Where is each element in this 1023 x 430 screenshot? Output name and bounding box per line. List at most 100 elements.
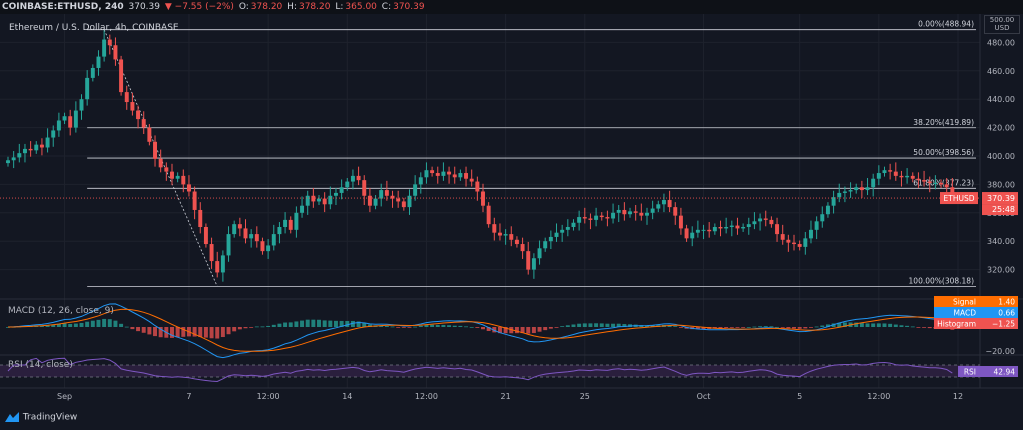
fib-label-2: 50.00%(398.56): [913, 148, 974, 157]
candle-body: [882, 170, 887, 174]
macd-tag-value-0: 1.40: [998, 298, 1015, 307]
macd-histogram-bar: [565, 325, 570, 327]
candle-body: [328, 195, 333, 205]
macd-histogram-bar: [136, 327, 141, 332]
macd-histogram-bar: [814, 326, 819, 328]
macd-histogram-bar: [780, 327, 785, 328]
symbol-name[interactable]: COINBASE:ETHUSD, 240: [2, 2, 124, 12]
fib-label-3: 61.80%(377.23): [913, 178, 974, 187]
candle-body: [220, 255, 225, 273]
candle-body: [390, 195, 395, 199]
candle-body: [792, 242, 796, 245]
macd-histogram-bar: [435, 324, 440, 327]
candle-body: [452, 174, 457, 178]
macd-histogram-bar: [192, 327, 197, 337]
candle-body: [769, 219, 774, 225]
candle-body: [147, 127, 152, 142]
macd-histogram-bar: [701, 327, 706, 330]
candle-body: [661, 200, 666, 205]
candle-body: [763, 218, 768, 220]
macd-histogram-bar: [102, 318, 107, 327]
candle-body: [413, 184, 418, 196]
rsi-tag-label: RSI: [964, 368, 976, 377]
macd-pane: −20.00 Signal 1.40 MACD 0.66 Histogram −1.25: [6, 296, 1018, 359]
macd-histogram-bar: [842, 322, 847, 327]
currency-label: USD: [994, 24, 1010, 32]
candle-body: [317, 198, 321, 202]
fib-label-4: 100.00%(308.18): [909, 276, 975, 285]
candle-body: [526, 251, 531, 270]
macd-histogram-bar: [650, 325, 655, 327]
macd-histogram-bar: [300, 320, 305, 327]
macd-histogram-bar: [854, 322, 859, 327]
candle-body: [633, 211, 638, 213]
time-tick-label-5: 21: [501, 392, 511, 401]
fibonacci-retracement: 0.00%(488.94) 38.20%(419.89) 50.00%(398.56…: [87, 20, 976, 287]
open-label: O:: [238, 2, 249, 12]
macd-histogram-bar: [786, 327, 791, 329]
candle-body: [119, 59, 124, 93]
candle-body: [876, 173, 881, 179]
macd-histogram-bar: [51, 324, 56, 327]
macd-histogram-bar: [588, 323, 593, 327]
macd-histogram-bar: [481, 327, 485, 330]
tradingview-logo[interactable]: TradingView: [4, 411, 77, 423]
candle-body: [871, 178, 876, 188]
candle-body: [226, 234, 231, 256]
currency-badge[interactable]: 500.00 USD: [984, 15, 1020, 34]
price-tag-value: 370.39: [987, 194, 1015, 203]
macd-histogram-bar: [345, 320, 350, 327]
candle-body: [899, 175, 904, 178]
candle-body: [893, 171, 898, 176]
candle-body: [124, 92, 129, 103]
candle-body: [356, 175, 361, 181]
candle-body: [28, 148, 33, 151]
candle-body: [435, 173, 440, 176]
macd-histogram-bar: [45, 325, 50, 327]
candle-body: [39, 144, 44, 148]
candle-body: [503, 234, 508, 236]
time-tick-label-6: 25: [580, 392, 590, 401]
macd-line: [7, 303, 953, 359]
candle-body: [543, 241, 548, 249]
macd-histogram-bar: [339, 320, 344, 327]
macd-histogram-bar: [837, 322, 842, 327]
candle-body: [667, 200, 672, 208]
candle-body: [797, 244, 802, 247]
candle-body: [237, 224, 242, 229]
macd-histogram-bar: [673, 326, 678, 327]
candle-body: [283, 219, 288, 227]
branding-label: TradingView: [22, 412, 78, 423]
candle-body: [232, 224, 237, 235]
macd-histogram-bar: [893, 324, 898, 327]
candle-body: [939, 182, 944, 185]
candle-body: [492, 224, 497, 233]
candle-body: [724, 227, 729, 229]
macd-histogram-bar: [910, 326, 915, 328]
candle-body: [599, 215, 604, 218]
macd-histogram-bar: [141, 327, 146, 333]
candle-body: [203, 227, 208, 245]
currency-top-value: 500.00: [989, 16, 1015, 24]
candle-body: [729, 225, 734, 227]
macd-histogram-bar: [560, 326, 565, 327]
candle-body: [401, 201, 406, 208]
macd-histogram-bar: [616, 323, 621, 327]
candle-body: [588, 218, 593, 220]
candle-body: [927, 181, 932, 183]
candle-body: [520, 244, 525, 252]
time-tick-label-10: 12: [953, 392, 963, 401]
macd-histogram-bar: [170, 327, 174, 338]
open-value: 378.20: [250, 2, 283, 12]
candle-body: [741, 227, 746, 229]
candle-body: [628, 211, 633, 215]
candlesticks: [6, 30, 955, 282]
macd-histogram-bar: [424, 325, 429, 327]
chart-title: Ethereum / U.S. Dollar, 4h, COINBASE: [9, 23, 179, 33]
candle-body: [820, 214, 825, 222]
macd-histogram-bar: [384, 325, 389, 327]
macd-histogram-bar: [232, 327, 237, 332]
price-tick-label-6: 440.00: [987, 95, 1015, 104]
